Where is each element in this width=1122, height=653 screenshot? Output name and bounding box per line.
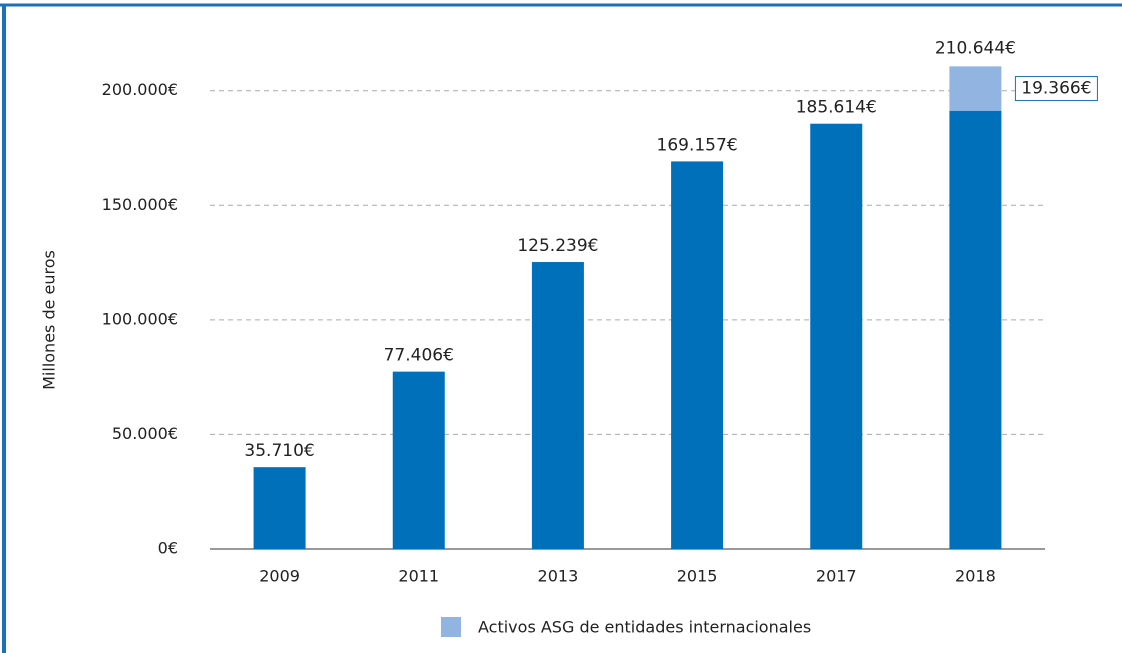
y-tick-label: 0€ [158, 539, 178, 558]
value-label-box [1014, 76, 1098, 102]
value-label: 77.406€ [384, 346, 454, 366]
y-tick-label: 200.000€ [102, 80, 178, 99]
value-label: 19.366€ [1021, 79, 1091, 99]
bar-segment [392, 371, 445, 549]
bar-segment [810, 123, 863, 549]
x-tick-label: 2017 [816, 567, 857, 586]
bar-segment [671, 161, 724, 549]
y-tick-label: 150.000€ [102, 195, 178, 214]
total-label: 210.644€ [935, 38, 1016, 58]
bar-segment [253, 467, 306, 549]
legend-swatch [441, 617, 461, 637]
bar-segment [949, 66, 1002, 111]
value-label: 185.614€ [796, 98, 877, 118]
y-tick-label: 100.000€ [102, 309, 178, 328]
bar-segment [531, 262, 584, 549]
y-tick-label: 50.000€ [112, 424, 178, 443]
x-tick-label: 2011 [398, 567, 439, 586]
x-tick-label: 2013 [538, 567, 579, 586]
y-axis-label: Millones de euros [40, 250, 59, 390]
value-label: 35.710€ [244, 441, 314, 461]
x-tick-label: 2018 [955, 567, 996, 586]
legend-label: Activos ASG de entidades internacionales [478, 618, 811, 637]
x-tick-label: 2009 [259, 567, 300, 586]
value-label: 125.239€ [517, 236, 598, 256]
value-label: 169.157€ [657, 135, 738, 155]
x-tick-label: 2015 [677, 567, 718, 586]
bar-segment [949, 110, 1002, 550]
